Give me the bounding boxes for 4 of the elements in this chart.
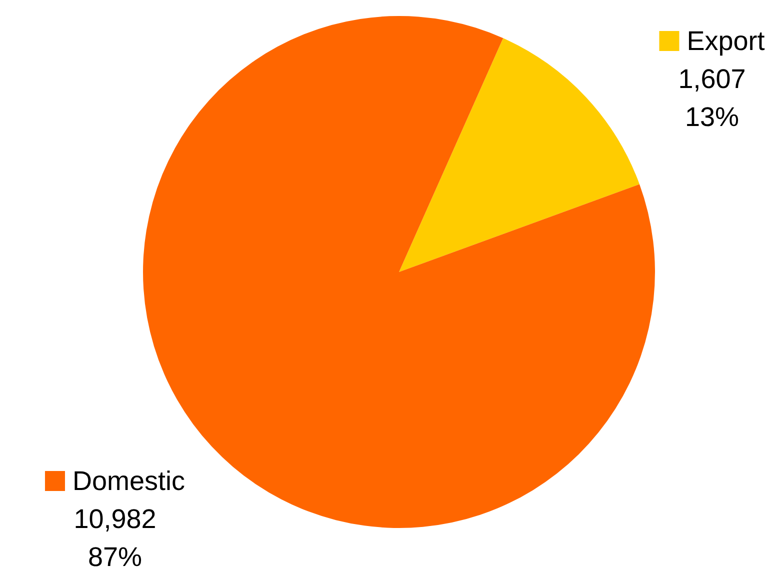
legend-label: Export	[679, 26, 766, 56]
data-label: 1,607 13%	[678, 64, 746, 132]
legend-label: Domestic	[64, 466, 186, 496]
data-label: 10,982 87%	[74, 504, 156, 572]
